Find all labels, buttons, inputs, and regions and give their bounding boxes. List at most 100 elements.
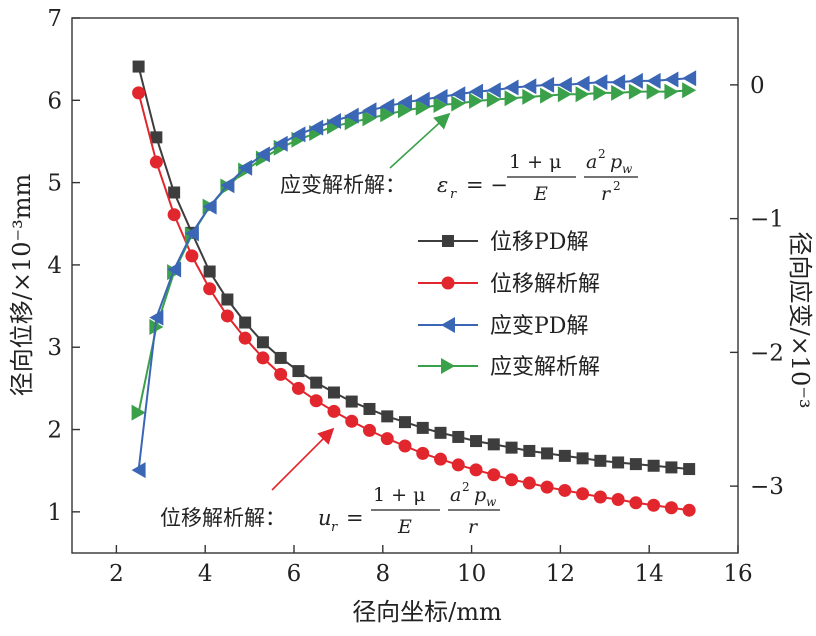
x-tick-label: 10 — [457, 561, 486, 587]
data-point-circle — [203, 282, 217, 296]
y-left-tick-label: 5 — [47, 171, 62, 197]
data-point-circle — [540, 480, 554, 494]
x-tick-label: 12 — [546, 561, 575, 587]
data-point-circle — [629, 496, 643, 510]
formula-lhs: u — [318, 506, 332, 530]
data-point-circle — [327, 404, 341, 418]
data-point-triangle-left — [628, 72, 643, 89]
data-point-triangle-right — [522, 88, 537, 105]
legend-marker-circle — [441, 276, 455, 290]
data-point-square — [505, 441, 518, 454]
data-point-triangle-left — [504, 79, 519, 96]
data-point-square — [416, 421, 429, 434]
data-point-triangle-right — [646, 83, 661, 100]
series-3 — [131, 82, 697, 421]
annotation-arrow-displacement — [271, 427, 335, 491]
formula-lhs-sub: r — [450, 187, 457, 202]
data-point-circle — [274, 367, 288, 381]
data-point-circle — [451, 458, 465, 472]
data-point-triangle-right — [469, 92, 484, 109]
x-axis-title: 径向坐标/mm — [352, 598, 502, 626]
data-point-circle — [149, 155, 163, 169]
data-point-circle — [416, 446, 430, 460]
data-point-circle — [185, 249, 199, 263]
data-point-triangle-left — [167, 261, 182, 278]
data-point-triangle-left — [238, 159, 253, 176]
data-point-triangle-right — [504, 90, 519, 107]
data-point-triangle-left — [664, 71, 679, 88]
y-left-tick-label: 3 — [47, 335, 62, 361]
y-axis-left-title: 径向位移/×10⁻³mm — [8, 173, 36, 396]
data-point-square — [256, 336, 269, 349]
formula-num2-b: p — [474, 484, 486, 506]
data-point-triangle-left — [220, 177, 235, 194]
legend-label-strain-analytic: 应变解析解 — [490, 355, 600, 380]
series-layer — [131, 60, 697, 517]
data-point-circle — [256, 351, 270, 365]
x-tick-label: 6 — [287, 561, 302, 587]
annotation-strain-formula: 应变解析解： ε r = − 1 + μ E a 2 p w r 2 — [280, 112, 638, 205]
legend-label-displacement-analytic: 位移解析解 — [490, 272, 600, 297]
data-point-square — [452, 430, 465, 443]
data-point-square — [629, 458, 642, 471]
data-point-triangle-left — [255, 146, 270, 163]
legend-marker-triangle-left — [441, 317, 455, 333]
formula-num2: a — [586, 151, 597, 173]
data-point-circle — [522, 476, 536, 490]
data-point-circle — [309, 394, 323, 408]
data-point-triangle-right — [415, 99, 430, 116]
data-point-triangle-right — [593, 84, 608, 101]
data-point-triangle-right — [344, 114, 359, 131]
formula-num: 1 + μ — [373, 484, 425, 506]
formula-num: 1 + μ — [509, 151, 561, 173]
data-point-triangle-left — [540, 76, 555, 93]
formula-num2-sup: 2 — [598, 147, 606, 161]
data-point-triangle-right — [611, 84, 626, 101]
data-point-circle — [682, 503, 696, 517]
formula-sign: = — [346, 506, 364, 530]
y-left-tick-label: 7 — [47, 6, 62, 32]
data-point-circle — [434, 452, 448, 466]
data-point-circle — [132, 86, 146, 100]
data-point-triangle-right — [664, 83, 679, 100]
formula-num2-sup: 2 — [462, 480, 470, 494]
legend-item-strain-pd: 应变PD解 — [418, 314, 588, 339]
y-right-tick-label: −1 — [750, 207, 784, 233]
data-point-triangle-right — [540, 87, 555, 104]
data-point-triangle-left — [380, 98, 395, 115]
data-point-square — [168, 186, 181, 199]
data-point-circle — [398, 439, 412, 453]
data-point-triangle-left — [646, 72, 661, 89]
y-left-tick-label: 1 — [47, 500, 62, 526]
data-point-circle — [167, 208, 181, 222]
x-tick-label: 8 — [375, 561, 390, 587]
data-point-triangle-right — [380, 106, 395, 123]
data-point-circle — [362, 423, 376, 437]
data-point-circle — [291, 381, 305, 395]
data-point-triangle-left — [291, 126, 306, 143]
data-point-circle — [220, 309, 234, 323]
data-point-square — [292, 365, 305, 378]
data-point-triangle-left — [131, 462, 146, 479]
data-point-square — [310, 376, 323, 389]
data-point-triangle-left — [344, 107, 359, 124]
data-point-square — [132, 60, 145, 73]
formula-num2: a — [450, 484, 461, 506]
data-point-triangle-left — [184, 225, 199, 242]
formula-den: E — [533, 183, 548, 205]
legend-item-displacement-pd: 位移PD解 — [418, 230, 588, 255]
formula-lhs-sub: r — [331, 520, 338, 535]
annotation-displacement-formula: 位移解析解： u r = 1 + μ E a 2 p w r — [160, 427, 500, 538]
data-point-triangle-left — [682, 70, 697, 87]
data-point-triangle-left — [309, 119, 324, 136]
formula-num2-sub: w — [486, 495, 497, 509]
data-point-square — [683, 463, 696, 476]
data-point-square — [327, 386, 340, 399]
data-point-triangle-right — [451, 95, 466, 112]
plot-area — [71, 17, 739, 554]
y-axis-right-title: 径向应变/×10⁻³ — [786, 231, 814, 408]
data-point-triangle-left — [451, 86, 466, 103]
series-line — [137, 89, 690, 413]
data-point-circle — [576, 487, 590, 501]
data-point-square — [541, 447, 554, 460]
